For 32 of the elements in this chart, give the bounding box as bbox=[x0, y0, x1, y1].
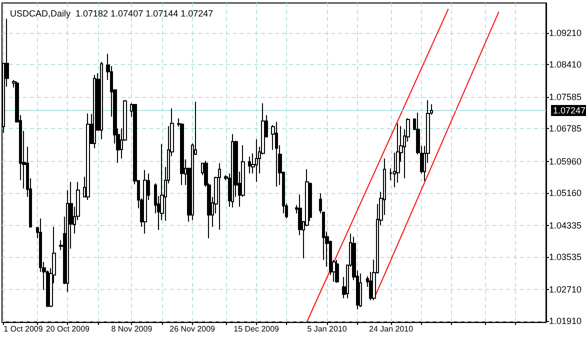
x-tick-label: 8 Nov 2009 bbox=[111, 324, 153, 334]
ref-line-label: 1.07247 bbox=[553, 106, 586, 116]
y-tick-label: 1.04335 bbox=[549, 220, 582, 230]
y-tick-label: 1.09210 bbox=[549, 28, 582, 38]
y-tick-label: 1.08410 bbox=[549, 60, 582, 70]
candlestick bbox=[275, 121, 278, 188]
text: USDCAD,Daily 1.07182 1.07407 1.07144 1.07247 bbox=[10, 8, 214, 18]
candlestick bbox=[86, 113, 90, 201]
y-tick-label: 1.03535 bbox=[549, 252, 582, 262]
candlestick bbox=[231, 134, 234, 208]
candlestick bbox=[255, 138, 258, 182]
y-tick-label: 1.05960 bbox=[549, 156, 582, 166]
candlestick bbox=[396, 122, 400, 184]
candlestick bbox=[180, 122, 184, 186]
y-tick-label: 1.06785 bbox=[549, 124, 582, 134]
candlestick bbox=[93, 74, 96, 149]
candlestick bbox=[100, 61, 103, 140]
candlestick bbox=[218, 162, 221, 230]
y-tick-label: 1.07585 bbox=[549, 92, 582, 102]
y-tick-label: 1.02710 bbox=[549, 284, 582, 295]
candlestick bbox=[143, 170, 147, 234]
x-tick-label: 24 Jan 2010 bbox=[369, 324, 414, 334]
candlestick bbox=[335, 260, 339, 284]
x-tick-label: 20 Oct 2009 bbox=[46, 324, 90, 334]
x-tick-label: 26 Nov 2009 bbox=[170, 324, 216, 334]
candlestick bbox=[359, 272, 362, 308]
x-tick-label: 15 Dec 2009 bbox=[234, 324, 280, 334]
x-tick-label: 1 Oct 2009 bbox=[4, 324, 44, 334]
x-tick-label: 5 Jan 2010 bbox=[307, 324, 348, 334]
y-tick-label: 1.01910 bbox=[549, 316, 582, 326]
y-tick-label: 1.05160 bbox=[549, 188, 582, 198]
candlestick bbox=[248, 156, 251, 174]
